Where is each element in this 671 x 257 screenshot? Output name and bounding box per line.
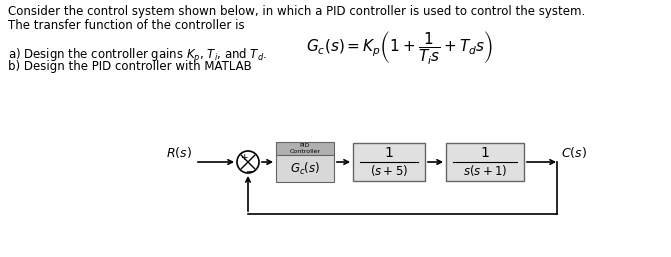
Bar (446, 143, 524, 181)
Text: PID
Controller: PID Controller (289, 143, 321, 154)
Text: a) Design the controller gains $K_p$, $T_i$, and $T_d$.: a) Design the controller gains $K_p$, $T… (8, 47, 267, 65)
Bar (276, 155, 334, 182)
Text: 1: 1 (480, 146, 489, 160)
Text: $G_c(s)$: $G_c(s)$ (290, 160, 320, 177)
Text: $(s + 5)$: $(s + 5)$ (370, 163, 408, 178)
Text: Consider the control system shown below, in which a PID controller is used to co: Consider the control system shown below,… (8, 5, 585, 18)
Text: $-$: $-$ (245, 166, 254, 175)
Text: $C(s)$: $C(s)$ (561, 145, 587, 160)
Bar (353, 143, 425, 181)
Text: $R(s)$: $R(s)$ (166, 145, 192, 160)
Text: $G_c(s) = K_p\left(1 + \dfrac{1}{T_i s} + T_d s\right)$: $G_c(s) = K_p\left(1 + \dfrac{1}{T_i s} … (307, 29, 494, 66)
Text: The transfer function of the controller is: The transfer function of the controller … (8, 19, 245, 32)
Text: 1: 1 (384, 146, 393, 160)
Circle shape (237, 151, 259, 173)
Text: $s(s + 1)$: $s(s + 1)$ (463, 163, 507, 178)
Text: b) Design the PID controller with MATLAB: b) Design the PID controller with MATLAB (8, 60, 252, 73)
Text: +: + (240, 152, 248, 161)
Bar (276, 142, 334, 155)
